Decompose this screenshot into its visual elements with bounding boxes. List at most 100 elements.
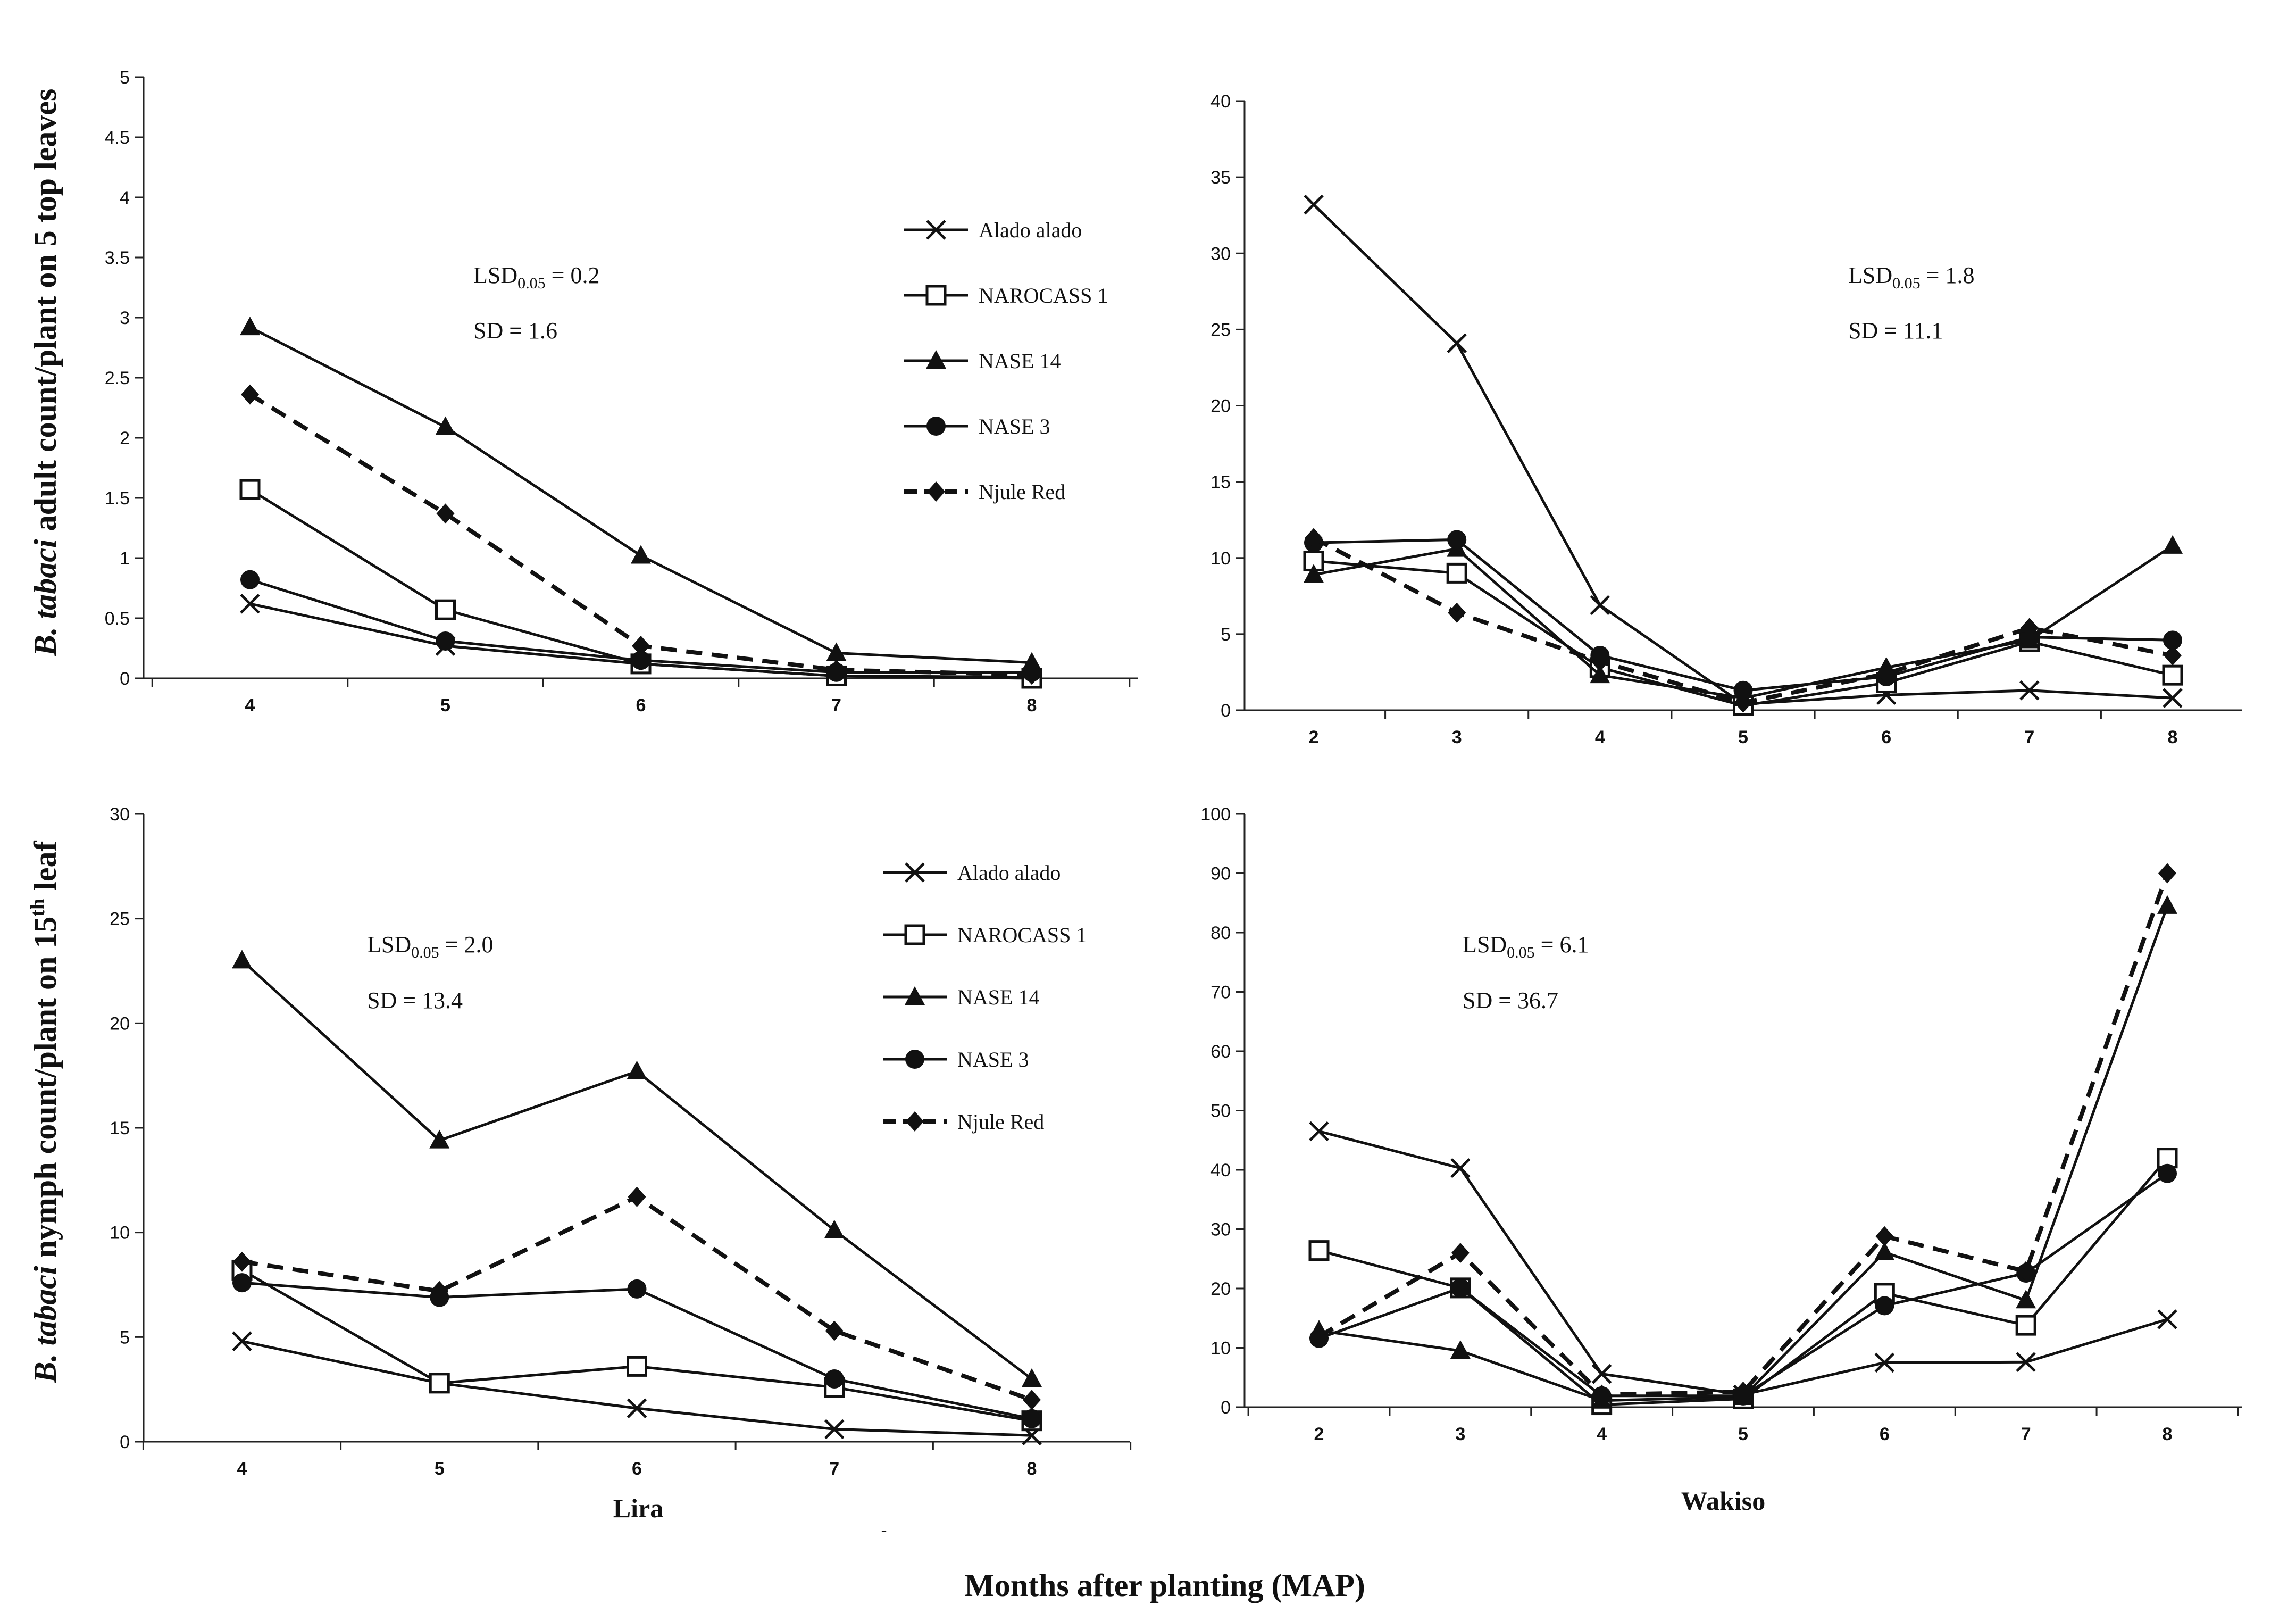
y-tick-label: 4.5 [105,128,130,148]
x-tick-label: 5 [440,695,450,716]
legend-label: NASE 14 [957,985,1039,1009]
x-tick-label: 4 [1597,1424,1607,1444]
data-point-nase-14 [1590,664,1610,684]
data-point-njule-red [1591,651,1609,672]
data-point-njule-red [1023,1390,1041,1410]
data-point-nase-3 [232,1273,252,1293]
y-tick-label: 30 [1210,1220,1231,1240]
data-point-nase-3 [1875,1296,1894,1316]
y-tick-label: 25 [1210,320,1231,340]
x-tick-label: 7 [2024,727,2034,747]
data-point-nase-14 [1304,564,1324,583]
x-tick-label: 4 [237,1459,247,1479]
data-point-alado-alado [627,1398,647,1418]
data-point-njule-red [430,1281,449,1301]
legend-entry-njule-red: Njule Red [883,1110,1044,1134]
y-tick-label: 5 [1221,625,1231,645]
y-tick-label: 5 [120,68,130,88]
y-tick-label: 0 [1221,701,1231,721]
y-tick-label: 10 [1210,548,1231,569]
series-njule-red [1310,863,2176,1405]
legend-label: NAROCASS 1 [957,923,1087,947]
y-tick-label: 100 [1200,804,1231,825]
data-point-njule-red [2164,645,2182,666]
legend-entry-nase-14: NASE 14 [883,985,1039,1009]
data-point-narocass-1 [435,599,456,620]
data-point-njule-red [1875,1226,1894,1246]
y-tick-label: 25 [110,909,130,929]
legend-label: NAROCASS 1 [979,284,1108,307]
series-njule-red [241,384,1041,685]
x-tick-label: 7 [829,1459,839,1479]
data-point-nase-3 [1450,1278,1470,1298]
data-point-narocass-1 [2157,1148,2178,1169]
data-point-njule-red [1877,663,1896,684]
data-point-njule-red [1734,692,1752,713]
data-point-narocass-1 [2162,664,2183,686]
data-point-nase-3 [2158,1163,2177,1183]
x-tick-label: 5 [1738,1424,1748,1444]
panel-wakiso-adult: 0 5 10 15 20 25 30 35 40 2 3 4 5 6 7 8 LSD0.05 = 1.8 SD =… [1210,92,2242,747]
data-point-nase-14 [2016,1290,2036,1309]
data-point-njule-red [1451,1243,1470,1263]
data-point-narocass-1 [2015,1315,2036,1336]
legend-entry-nase-3: NASE 3 [904,414,1050,438]
y-tick-label: 3 [120,308,130,328]
sd-annotation: SD = 1.6 [473,318,557,344]
panel-wakiso-nymph: 0 10 20 30 40 50 60 70 80 90 100 2 3 4 5 6 7 8 LSD0.05 = 6… [1200,804,2242,1444]
legend-label: Njule Red [979,480,1065,504]
data-point-alado-alado [1447,333,1467,353]
x-tick-label: 6 [632,1459,642,1479]
x-axis-label: Months after planting (MAP) [964,1568,1365,1603]
data-point-alado-alado [1304,194,1324,215]
legend-label: Alado alado [979,218,1082,242]
panel-lira-nymph: 0 5 10 15 20 25 30 4 5 6 7 8 Alado alado NAROCASS 1 NA… [110,804,1132,1479]
data-point-alado-alado [1591,1364,1612,1384]
data-point-njule-red [436,503,455,524]
data-point-alado-alado [2163,688,2183,708]
data-point-alado-alado [232,1331,252,1351]
y-tick-label: 1 [120,548,130,569]
lsd-annotation: LSD0.05 = 6.1 [1463,932,1589,961]
data-point-njule-red [1310,1326,1328,1347]
legend-entry-nase-14: NASE 14 [904,349,1061,373]
data-point-njule-red [2020,618,2039,638]
x-tick-label: 4 [1595,727,1605,747]
legend-label: NASE 14 [979,349,1061,373]
y-tick-label: 15 [110,1118,130,1138]
y-tick-label: 80 [1210,923,1231,943]
legend-marker [926,417,946,436]
data-point-njule-red [241,384,259,405]
y-tick-label: 30 [1210,244,1231,264]
x-tick-label: 7 [2021,1424,2031,1444]
x-tick-label: 7 [831,695,841,716]
legend-entry-njule-red: Njule Red [904,480,1065,504]
legend-marker [925,285,947,306]
y-tick-label: 40 [1210,1160,1231,1181]
data-point-njule-red [1448,602,1466,623]
y-tick-label: 15 [1210,472,1231,493]
data-point-njule-red [1734,1382,1752,1402]
data-point-njule-red [1305,528,1323,548]
data-point-alado-alado [240,594,260,614]
sd-annotation: SD = 13.4 [367,987,463,1013]
data-point-alado-alado [2016,1352,2036,1373]
legend-label: Alado alado [957,861,1061,885]
y-tick-label: 2.5 [105,368,130,388]
y-tick-label: 50 [1210,1101,1231,1121]
legend-marker [905,1050,924,1069]
legend-label: Njule Red [957,1110,1044,1134]
data-point-nase-3 [1733,680,1753,700]
legend-marker [905,986,925,1005]
data-point-njule-red [233,1251,251,1272]
legend-marker [926,220,946,240]
legend-marker [904,924,925,945]
y-tick-label: 35 [1210,168,1231,188]
data-point-nase-3 [1447,530,1467,550]
data-point-nase-3 [627,1279,647,1299]
y-tick-label: 5 [120,1327,130,1348]
data-point-nase-14 [824,1219,845,1238]
data-point-narocass-1 [429,1373,450,1394]
data-point-njule-red [1023,664,1041,685]
